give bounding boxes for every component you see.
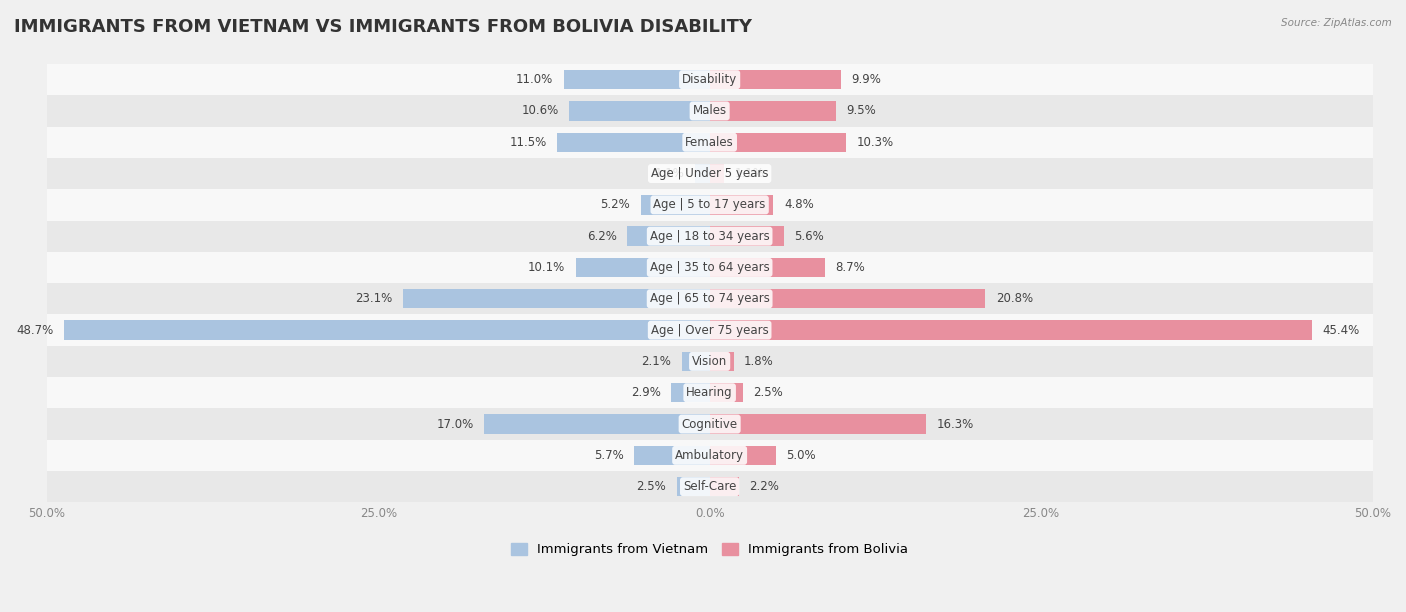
Text: 5.7%: 5.7% [593,449,623,462]
Bar [46,158,1372,189]
Text: IMMIGRANTS FROM VIETNAM VS IMMIGRANTS FROM BOLIVIA DISABILITY: IMMIGRANTS FROM VIETNAM VS IMMIGRANTS FR… [14,18,752,36]
Text: 11.0%: 11.0% [516,73,553,86]
Text: 1.8%: 1.8% [744,355,773,368]
Text: 5.0%: 5.0% [786,449,815,462]
Text: 17.0%: 17.0% [436,417,474,430]
Bar [710,70,841,89]
Bar [676,477,710,496]
Text: 9.9%: 9.9% [852,73,882,86]
Text: Males: Males [693,105,727,118]
Bar [46,315,1372,346]
Bar [627,226,710,246]
Bar [404,289,710,308]
Text: 2.5%: 2.5% [636,480,666,493]
Text: 1.1%: 1.1% [735,167,765,180]
Bar [710,133,846,152]
Text: 2.9%: 2.9% [631,386,661,399]
Text: 8.7%: 8.7% [835,261,865,274]
Text: Ambulatory: Ambulatory [675,449,744,462]
Bar [695,164,710,183]
Legend: Immigrants from Vietnam, Immigrants from Bolivia: Immigrants from Vietnam, Immigrants from… [506,537,914,561]
Bar [710,414,925,434]
Bar [46,439,1372,471]
Bar [46,283,1372,315]
Text: 16.3%: 16.3% [936,417,973,430]
Text: 4.8%: 4.8% [785,198,814,211]
Bar [46,127,1372,158]
Bar [569,101,710,121]
Bar [46,95,1372,127]
Bar [46,471,1372,502]
Bar [710,101,835,121]
Text: 6.2%: 6.2% [586,230,617,243]
Text: 10.3%: 10.3% [856,136,894,149]
Text: Self-Care: Self-Care [683,480,737,493]
Bar [634,446,710,465]
Text: 10.6%: 10.6% [522,105,558,118]
Bar [46,220,1372,252]
Bar [710,352,734,371]
Bar [710,321,1312,340]
Text: 45.4%: 45.4% [1322,324,1360,337]
Bar [564,70,710,89]
Bar [710,383,742,403]
Text: Age | 5 to 17 years: Age | 5 to 17 years [654,198,766,211]
Bar [710,195,773,215]
Bar [65,321,710,340]
Bar [710,477,738,496]
Bar [46,377,1372,408]
Bar [46,346,1372,377]
Text: Source: ZipAtlas.com: Source: ZipAtlas.com [1281,18,1392,28]
Text: 5.2%: 5.2% [600,198,630,211]
Text: 11.5%: 11.5% [509,136,547,149]
Bar [710,258,825,277]
Text: Females: Females [685,136,734,149]
Bar [682,352,710,371]
Bar [575,258,710,277]
Text: Vision: Vision [692,355,727,368]
Text: 2.2%: 2.2% [749,480,779,493]
Text: Hearing: Hearing [686,386,733,399]
Text: Age | 18 to 34 years: Age | 18 to 34 years [650,230,769,243]
Text: 48.7%: 48.7% [17,324,53,337]
Bar [641,195,710,215]
Text: 2.1%: 2.1% [641,355,671,368]
Bar [710,446,776,465]
Bar [46,408,1372,439]
Text: 20.8%: 20.8% [995,293,1033,305]
Text: Age | 65 to 74 years: Age | 65 to 74 years [650,293,769,305]
Bar [484,414,710,434]
Text: 5.6%: 5.6% [794,230,824,243]
Text: Cognitive: Cognitive [682,417,738,430]
Text: 9.5%: 9.5% [846,105,876,118]
Bar [46,64,1372,95]
Text: Age | Under 5 years: Age | Under 5 years [651,167,769,180]
Bar [557,133,710,152]
Text: 23.1%: 23.1% [356,293,392,305]
Text: Disability: Disability [682,73,737,86]
Bar [46,189,1372,220]
Text: 10.1%: 10.1% [527,261,565,274]
Text: Age | Over 75 years: Age | Over 75 years [651,324,769,337]
Bar [46,252,1372,283]
Text: Age | 35 to 64 years: Age | 35 to 64 years [650,261,769,274]
Text: 2.5%: 2.5% [754,386,783,399]
Bar [710,226,785,246]
Bar [710,289,986,308]
Bar [710,164,724,183]
Text: 1.1%: 1.1% [655,167,685,180]
Bar [671,383,710,403]
